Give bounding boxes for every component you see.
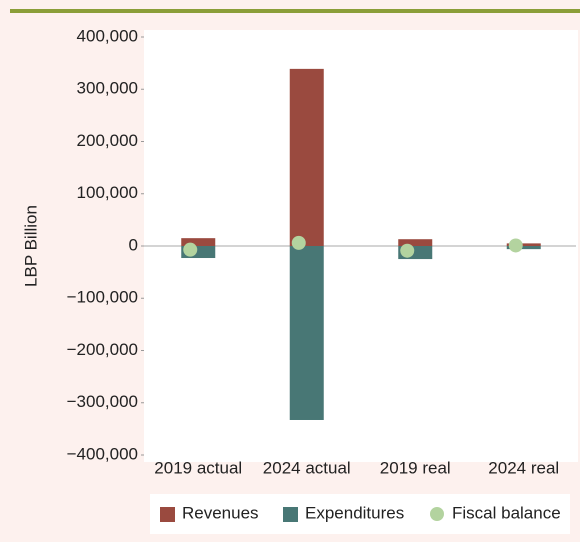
y-tick-label: 0 (129, 235, 138, 254)
x-tick-label: 2024 actual (263, 458, 351, 477)
point (291, 235, 306, 250)
point (400, 243, 415, 258)
y-tick-label: 400,000 (77, 26, 138, 45)
legend-box (150, 494, 570, 534)
x-tick-label: 2019 actual (154, 458, 242, 477)
legend-label: Expenditures (305, 503, 404, 522)
legend-label: Fiscal balance (452, 503, 561, 522)
x-tick-label: 2024 real (488, 458, 559, 477)
legend-swatch (160, 507, 175, 522)
x-tick-label: 2019 real (380, 458, 451, 477)
legend-label: Revenues (182, 503, 259, 522)
y-tick-label: −200,000 (67, 340, 138, 359)
y-axis-label: LBP Billion (21, 205, 40, 287)
bar (506, 243, 541, 246)
legend-swatch (430, 507, 444, 521)
bar (289, 246, 324, 420)
y-tick-label: −300,000 (67, 392, 138, 411)
top-rule (10, 9, 580, 13)
point (183, 242, 198, 257)
bar (506, 246, 541, 250)
y-tick-label: −100,000 (67, 288, 138, 307)
y-tick-label: 200,000 (77, 131, 138, 150)
legend-swatch (283, 507, 298, 522)
y-tick-label: 100,000 (77, 183, 138, 202)
point (508, 238, 523, 253)
bar (398, 239, 433, 246)
y-tick-label: −400,000 (67, 444, 138, 463)
bar (181, 238, 216, 246)
y-tick-label: 300,000 (77, 79, 138, 98)
bar (289, 68, 324, 246)
